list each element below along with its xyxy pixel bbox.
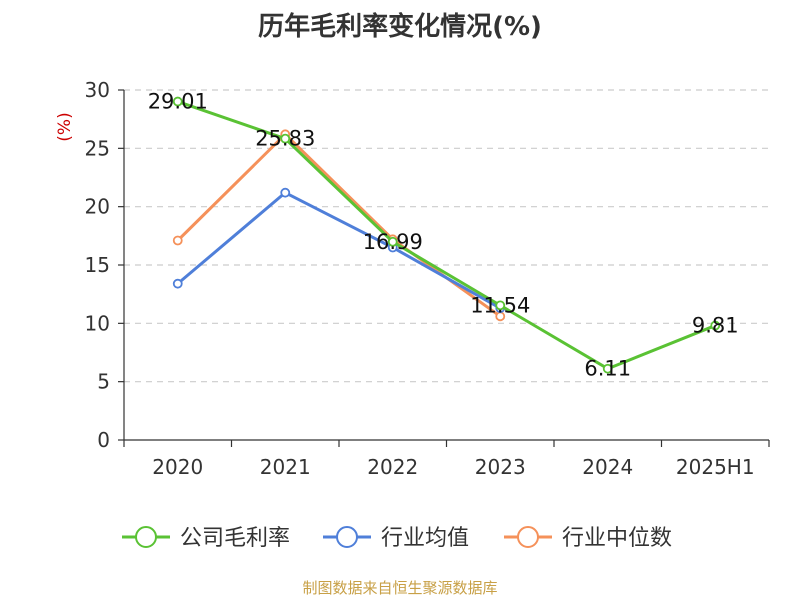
data-point	[495, 300, 506, 311]
data-point	[172, 96, 183, 107]
x-tick-label: 2024	[582, 455, 633, 479]
data-labels: 29.01 25.83 16.99 11.54 6.11 9.81	[148, 90, 739, 381]
data-point	[172, 235, 183, 246]
y-tick-label: 10	[85, 311, 110, 335]
legend-label: 行业中位数	[562, 526, 672, 551]
data-point	[280, 187, 291, 198]
x-tick-label: 2020	[152, 455, 203, 479]
y-tick-label: 5	[97, 370, 110, 394]
series-line-1	[176, 191, 501, 310]
data-label: 25.83	[255, 127, 315, 151]
y-tick-label: 30	[85, 78, 110, 102]
y-tick-label: 25	[85, 136, 110, 160]
data-label: 29.01	[148, 90, 208, 114]
series-line-0	[177, 100, 716, 371]
y-tick-label: 20	[85, 195, 110, 219]
legend-marker	[135, 526, 157, 548]
grid-lines	[124, 89, 769, 383]
data-point	[172, 278, 183, 289]
data-label: 6.11	[584, 357, 631, 381]
x-tick-label: 2023	[475, 455, 526, 479]
data-point	[602, 363, 613, 374]
data-point	[710, 320, 721, 331]
legend-marker	[336, 526, 358, 548]
legend-label: 公司毛利率	[180, 526, 290, 551]
data-point	[280, 133, 291, 144]
source-note: 制图数据来自恒生聚源数据库	[302, 579, 498, 597]
legend-marker	[517, 526, 539, 548]
legend: 公司毛利率 行业均值 行业中位数	[122, 526, 672, 551]
series-line-2	[176, 132, 502, 318]
y-tick-label: 0	[97, 428, 110, 452]
x-tick-label: 2025H1	[676, 455, 755, 479]
x-tick-label: 2021	[260, 455, 311, 479]
legend-label: 行业均值	[381, 526, 469, 551]
data-label: 16.99	[363, 230, 423, 254]
x-tick-label: 2022	[367, 455, 418, 479]
data-point	[387, 236, 398, 247]
chart-title: 历年毛利率变化情况(%)	[258, 12, 542, 42]
y-tick-label: 15	[85, 253, 110, 277]
data-label: 11.54	[470, 293, 530, 317]
data-label: 9.81	[692, 314, 739, 338]
y-axis-unit: (%)	[55, 112, 75, 141]
axes: 0 5 10 15 20 25 30 2020 2021 2022 2023 2024 2025H1 (%…	[55, 78, 770, 479]
series-lines	[172, 96, 721, 374]
